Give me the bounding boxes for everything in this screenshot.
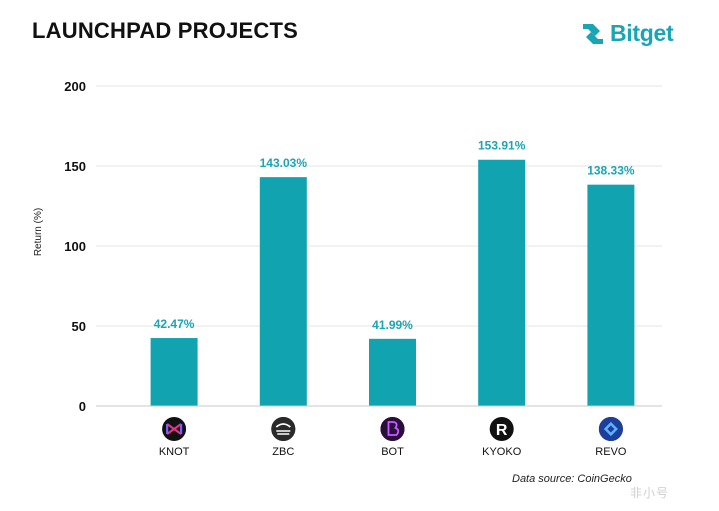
data-label: 143.03% bbox=[260, 156, 308, 170]
bitget-arrows-icon bbox=[583, 23, 603, 44]
data-label: 153.91% bbox=[478, 139, 526, 153]
kyoko-logo-icon: R bbox=[489, 417, 514, 441]
y-tick-label: 150 bbox=[64, 159, 86, 174]
bar-knot bbox=[150, 338, 198, 406]
bar-bot bbox=[369, 338, 416, 406]
data-labels: 42.47% 143.03% 41.99% 153.91% 138.33% bbox=[154, 139, 635, 332]
y-axis-label: Return (%) bbox=[33, 208, 44, 256]
y-tick-label: 200 bbox=[64, 79, 86, 94]
x-tick-label: BOT bbox=[381, 446, 404, 458]
chart-title: LAUNCHPAD PROJECTS bbox=[32, 18, 298, 43]
x-tick-label: REVO bbox=[595, 446, 627, 458]
y-tick-label: 100 bbox=[64, 239, 86, 254]
watermark: 非小号 bbox=[630, 486, 670, 500]
x-tick-label: KNOT bbox=[159, 446, 190, 458]
category-icons: R bbox=[162, 417, 623, 441]
bar-zbc bbox=[259, 177, 307, 406]
bar-revo bbox=[587, 184, 635, 406]
svg-text:R: R bbox=[496, 422, 508, 439]
bar-kyoko bbox=[478, 159, 526, 406]
zbc-logo-icon bbox=[271, 417, 296, 441]
y-tick-label: 50 bbox=[72, 319, 86, 334]
data-label: 138.33% bbox=[587, 164, 635, 178]
revo-logo-icon bbox=[598, 417, 623, 441]
y-axis-ticks: 0 50 100 150 200 bbox=[64, 79, 86, 414]
x-tick-label: KYOKO bbox=[482, 446, 522, 458]
bot-logo-icon bbox=[380, 417, 405, 441]
x-axis-ticks: KNOT ZBC BOT KYOKO REVO bbox=[159, 446, 627, 458]
bitget-logo: Bitget bbox=[580, 20, 674, 47]
y-tick-label: 0 bbox=[79, 399, 86, 414]
bars bbox=[150, 159, 635, 406]
logo-text: Bitget bbox=[610, 20, 674, 46]
data-label: 42.47% bbox=[154, 317, 195, 331]
x-tick-label: ZBC bbox=[272, 446, 294, 458]
knot-logo-icon bbox=[162, 417, 187, 441]
data-source-note: Data source: CoinGecko bbox=[512, 473, 632, 485]
gridlines bbox=[96, 85, 662, 327]
data-label: 41.99% bbox=[372, 318, 413, 332]
